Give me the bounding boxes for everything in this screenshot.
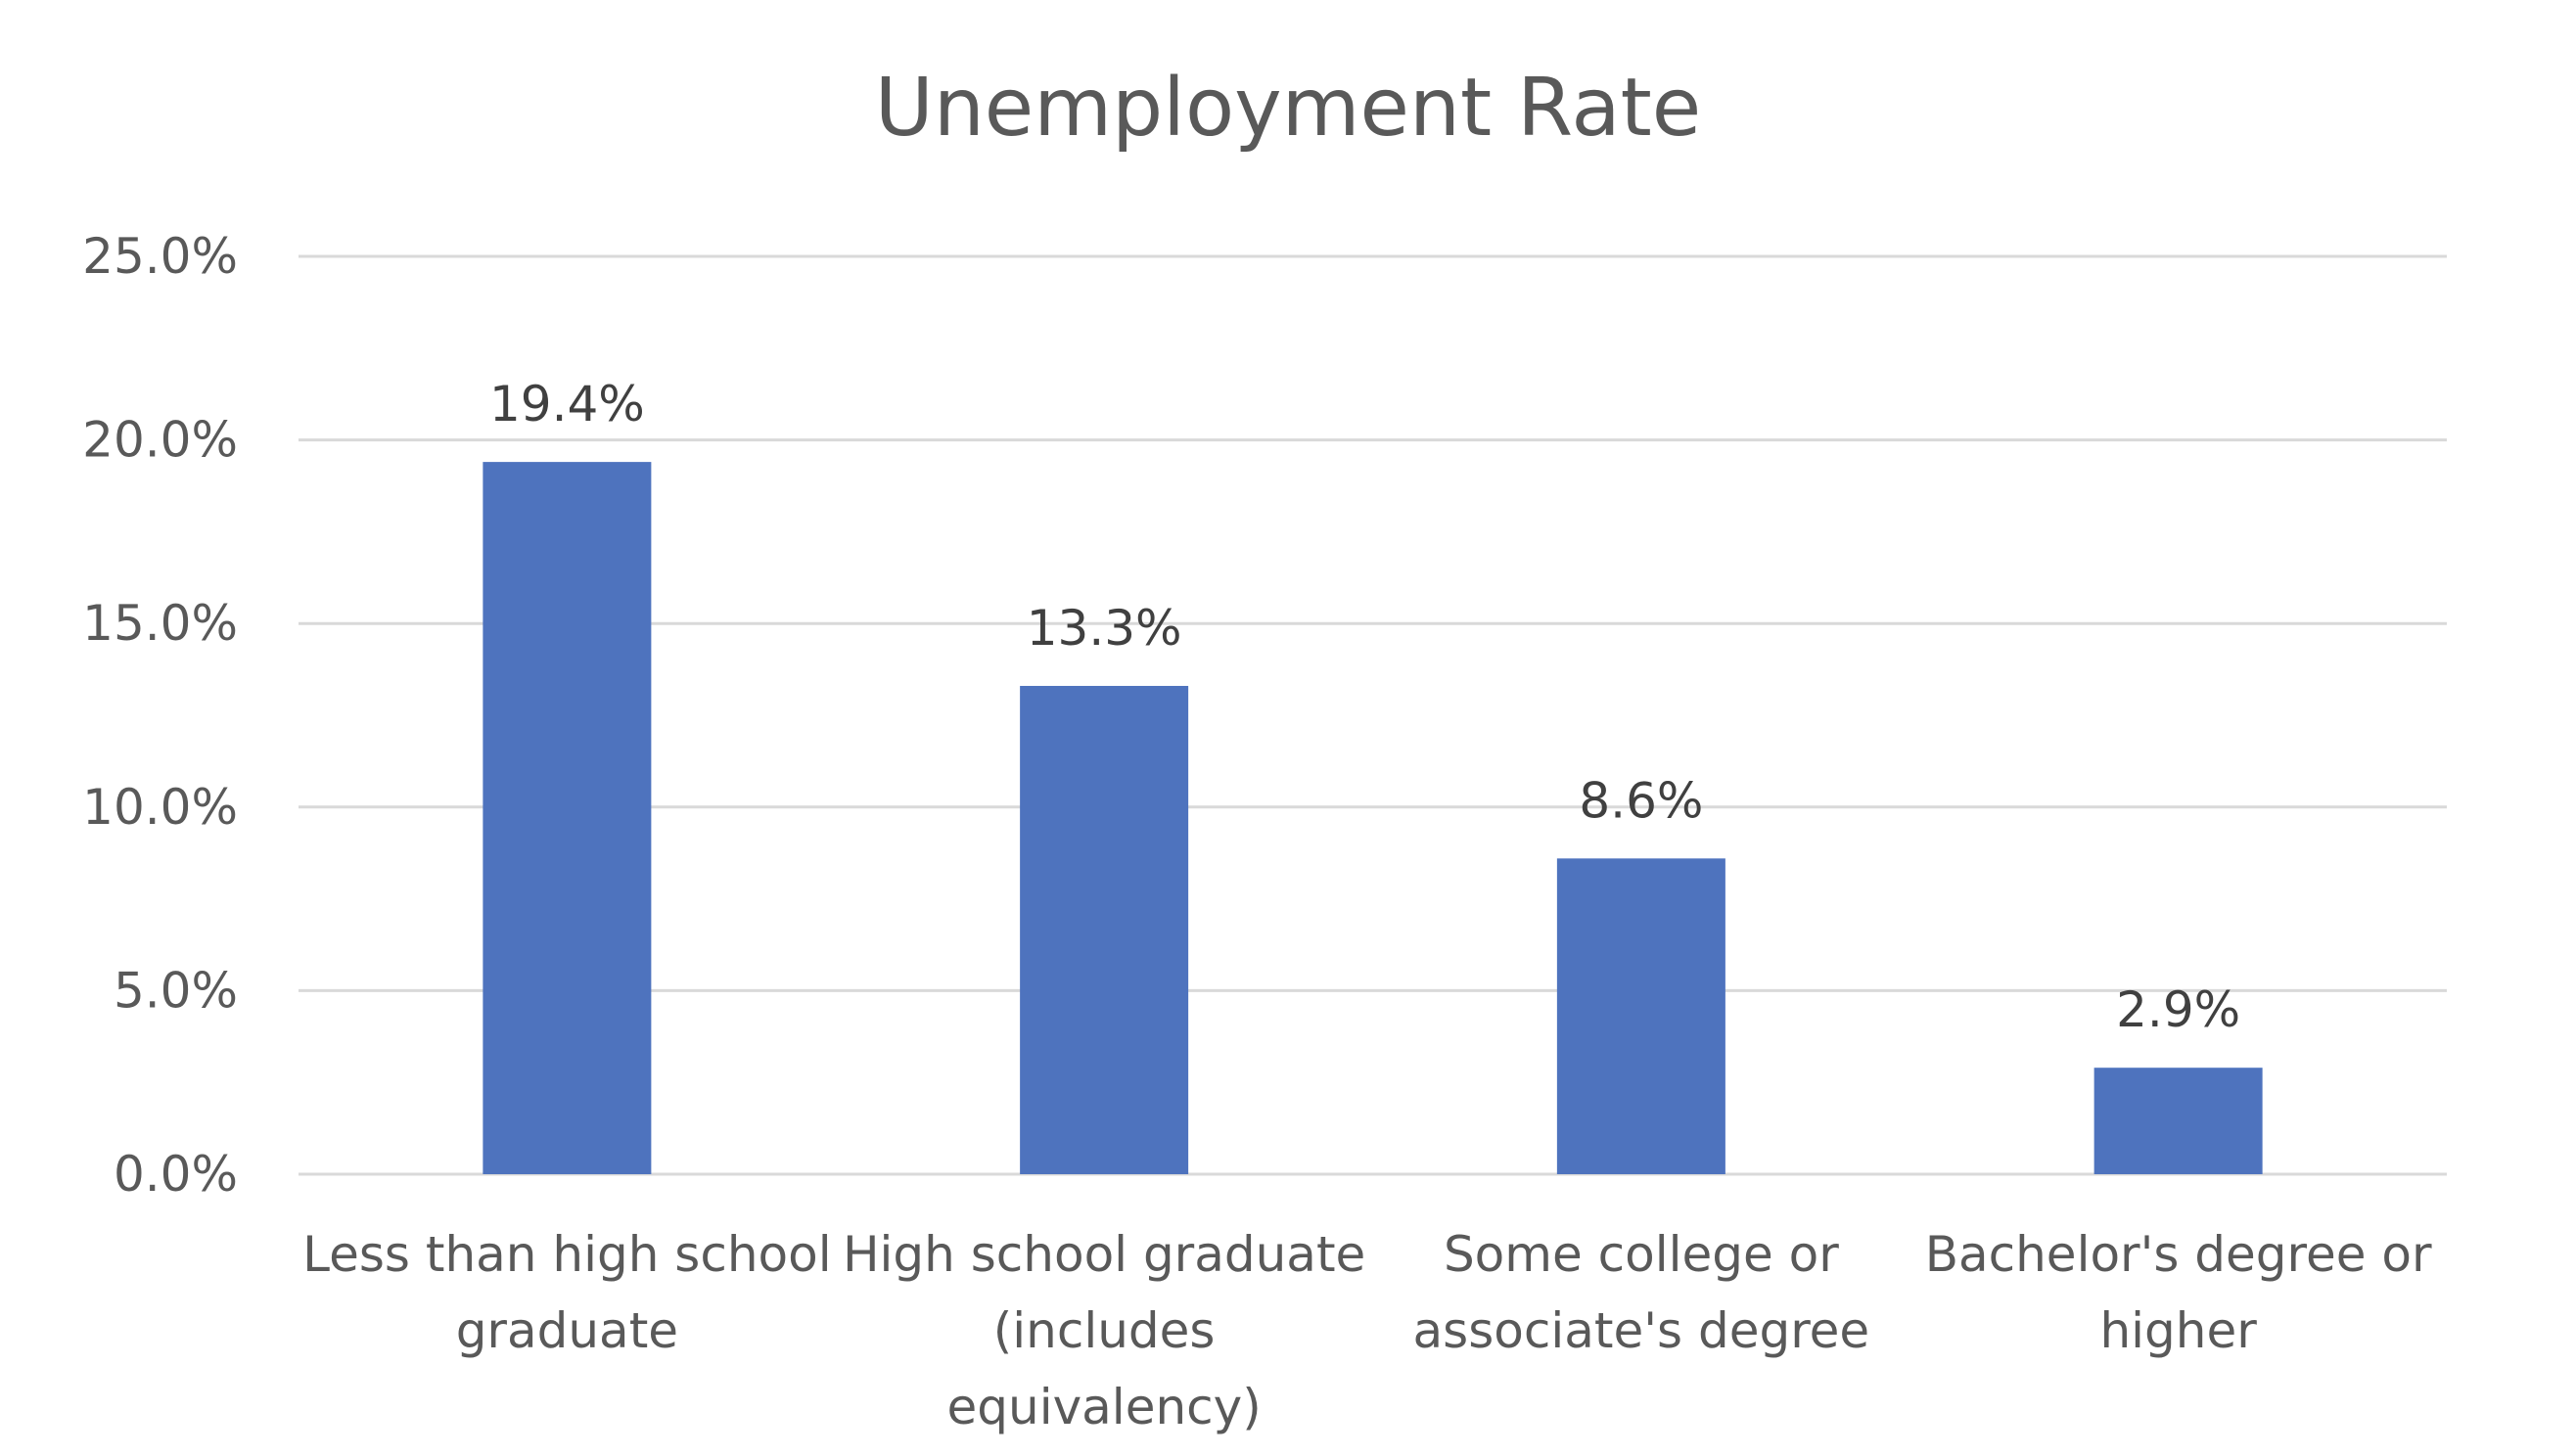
bar (483, 462, 652, 1174)
bar (2093, 1068, 2263, 1174)
bar (1020, 685, 1189, 1174)
category-label: (includes (993, 1302, 1216, 1359)
category-label: Bachelor's degree or (1925, 1226, 2432, 1283)
category-label: Some college or (1444, 1226, 1839, 1283)
category-label: High school graduate (843, 1226, 1365, 1283)
data-label: 2.9% (2116, 981, 2240, 1038)
data-label: 13.3% (1027, 600, 1182, 657)
category-label: graduate (456, 1302, 678, 1359)
category-label: Less than high school (302, 1226, 831, 1283)
bar (1556, 858, 1725, 1174)
data-label: 8.6% (1579, 772, 1703, 829)
category-label: associate's degree (1413, 1302, 1870, 1359)
category-label: higher (2099, 1302, 2257, 1359)
y-tick-label: 20.0% (82, 412, 238, 469)
y-tick-label: 0.0% (114, 1146, 238, 1203)
y-tick-label: 25.0% (82, 228, 238, 285)
category-label: equivalency) (947, 1379, 1262, 1435)
y-tick-label: 10.0% (82, 779, 238, 836)
chart-title: Unemployment Rate (875, 62, 1701, 155)
y-tick-label: 15.0% (82, 595, 238, 652)
y-tick-label: 5.0% (114, 962, 238, 1019)
data-label: 19.4% (489, 376, 645, 432)
